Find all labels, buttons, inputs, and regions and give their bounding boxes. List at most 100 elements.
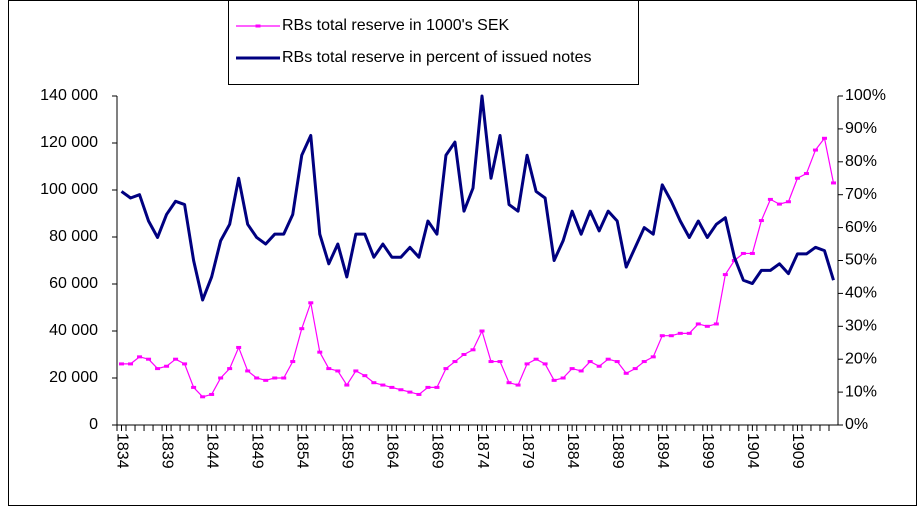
point-marker (713, 322, 719, 326)
point-marker (407, 390, 413, 394)
legend-marker (255, 24, 261, 28)
point-marker (488, 360, 494, 364)
point-marker (551, 378, 557, 382)
y-tick-label: 20 000 (49, 369, 98, 386)
point-marker (290, 360, 296, 364)
point-marker (767, 197, 773, 201)
point-marker (155, 367, 161, 371)
series-line (120, 94, 835, 302)
y2-tick-label: 60% (845, 219, 877, 236)
y2-tick-label: 100% (845, 87, 886, 104)
point-marker (137, 355, 143, 359)
point-marker (191, 385, 197, 389)
point-marker (758, 219, 764, 223)
point-marker (227, 367, 233, 371)
point-marker (515, 383, 521, 387)
x-tick-label: 1879 (519, 433, 536, 469)
point-marker (443, 367, 449, 371)
point-marker (605, 357, 611, 361)
point-marker (785, 200, 791, 204)
y-tick-label: 0 (89, 416, 98, 433)
point-marker (596, 364, 602, 368)
point-marker (263, 378, 269, 382)
point-marker (209, 392, 215, 396)
point-marker (569, 367, 575, 371)
x-tick-label: 1849 (248, 433, 265, 469)
point-marker (326, 367, 332, 371)
point-marker (542, 362, 548, 366)
x-tick-label: 1864 (384, 433, 401, 469)
point-marker (533, 357, 539, 361)
x-tick-label: 1909 (789, 433, 806, 469)
point-marker (659, 334, 665, 338)
point-marker (668, 334, 674, 338)
x-tick-label: 1859 (339, 433, 356, 469)
y2-tick-label: 80% (845, 153, 877, 170)
point-marker (299, 327, 305, 331)
point-marker (830, 181, 836, 185)
point-marker (632, 367, 638, 371)
y-tick-label: 140 000 (40, 87, 98, 104)
point-marker (182, 362, 188, 366)
y2-tick-label: 90% (845, 120, 877, 137)
x-tick-label: 1889 (609, 433, 626, 469)
point-marker (236, 345, 242, 349)
point-marker (425, 385, 431, 389)
y2-tick-label: 0% (845, 416, 868, 433)
point-marker (272, 376, 278, 380)
point-marker (362, 374, 368, 378)
point-marker (398, 388, 404, 392)
y2-tick-label: 30% (845, 318, 877, 335)
point-marker (254, 376, 260, 380)
point-marker (623, 371, 629, 375)
point-marker (308, 301, 314, 305)
point-marker (371, 381, 377, 385)
x-tick-label: 1874 (474, 433, 491, 469)
x-tick-label: 1884 (564, 433, 581, 469)
y-tick-label: 60 000 (49, 275, 98, 292)
point-marker (641, 360, 647, 364)
point-marker (335, 369, 341, 373)
point-marker (353, 369, 359, 373)
point-marker (722, 273, 728, 277)
point-marker (164, 364, 170, 368)
point-marker (389, 385, 395, 389)
x-tick-label: 1839 (158, 433, 175, 469)
point-marker (704, 324, 710, 328)
y2-tick-label: 10% (845, 383, 877, 400)
point-marker (506, 381, 512, 385)
point-marker (461, 353, 467, 356)
point-marker (470, 348, 476, 352)
x-tick-label: 1844 (203, 433, 220, 469)
y-tick-label: 80 000 (49, 228, 98, 245)
point-marker (200, 395, 206, 399)
point-marker (803, 172, 809, 176)
point-marker (677, 331, 683, 335)
y-tick-label: 120 000 (40, 134, 98, 151)
point-marker (524, 362, 530, 366)
point-marker (686, 331, 692, 335)
point-marker (578, 369, 584, 373)
x-tick-label: 1854 (294, 433, 311, 469)
point-marker (317, 350, 323, 354)
point-marker (614, 360, 620, 364)
y-tick-label: 100 000 (40, 181, 98, 198)
y2-tick-label: 70% (845, 186, 877, 203)
legend: RBs total reserve in 1000's SEK RBs total… (228, 0, 639, 85)
legend-label: RBs total reserve in 1000's SEK (282, 17, 509, 34)
point-marker (776, 202, 782, 206)
point-marker (560, 376, 566, 380)
point-marker (749, 251, 755, 255)
legend-label: RBs total reserve in percent of issued n… (282, 49, 592, 66)
point-marker (173, 357, 179, 361)
x-tick-label: 1904 (744, 433, 761, 469)
point-marker (587, 360, 593, 364)
y2-tick-label: 40% (845, 285, 877, 302)
point-marker (695, 322, 701, 326)
point-marker (650, 355, 656, 359)
x-tick-label: 1834 (113, 433, 130, 469)
point-marker (479, 329, 485, 333)
y2-tick-label: 20% (845, 350, 877, 367)
point-marker (119, 362, 125, 366)
x-tick-label: 1869 (429, 433, 446, 469)
